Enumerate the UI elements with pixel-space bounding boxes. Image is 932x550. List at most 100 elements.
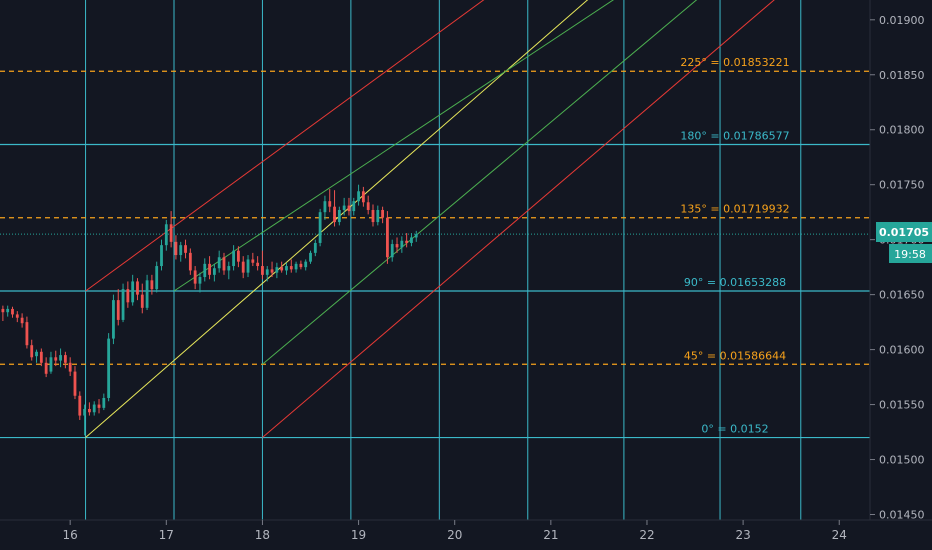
candle-body: [145, 280, 149, 308]
candle-body: [237, 250, 240, 262]
level-label: 90° = 0.01653288: [684, 276, 786, 289]
candle-body: [73, 371, 77, 396]
candle: [68, 357, 72, 376]
candle: [241, 256, 245, 279]
candle-body: [6, 308, 10, 313]
candle: [208, 256, 211, 280]
candle: [20, 313, 24, 328]
candle-body: [285, 266, 288, 271]
candle-body: [376, 209, 380, 223]
angle-line-upper-1: [173, 0, 615, 292]
candle-body: [405, 240, 409, 243]
candle-body: [44, 362, 48, 374]
x-axis[interactable]: 16 17 18 19 20 21 22 23 24: [63, 520, 847, 542]
candle: [88, 402, 91, 416]
y-tick-label: 0.01650: [879, 289, 925, 302]
candle-body: [193, 270, 197, 284]
candle-body: [203, 263, 207, 278]
candle-body: [160, 245, 163, 267]
candle-body: [256, 262, 260, 267]
candle-body: [318, 212, 322, 243]
candle-body: [131, 281, 135, 303]
candle-body: [78, 395, 82, 416]
candle-body: [121, 289, 125, 320]
y-tick-label: 0.01450: [879, 509, 925, 522]
candle: [49, 351, 53, 374]
candle: [198, 272, 202, 293]
candle: [97, 399, 101, 414]
candle: [217, 250, 221, 273]
candle: [78, 391, 82, 420]
level-lines: [0, 70, 870, 439]
candle: [285, 262, 288, 275]
candle-body: [395, 244, 399, 248]
candle-body: [39, 351, 43, 363]
candle-body: [371, 209, 375, 223]
x-tick-label: 19: [351, 528, 366, 542]
candle: [193, 266, 197, 290]
candle-body: [164, 224, 168, 246]
candle-body: [227, 266, 231, 271]
candle: [323, 195, 327, 220]
candle-body: [169, 224, 173, 242]
candle-body: [299, 263, 303, 268]
candle: [145, 274, 149, 311]
candle: [39, 348, 43, 367]
x-tick-label: 21: [543, 528, 558, 542]
candle-body: [49, 357, 53, 372]
candle-body: [11, 308, 14, 315]
current-price-label: 0.01705: [879, 226, 929, 239]
candle-body: [217, 257, 221, 269]
candle: [227, 261, 231, 280]
candle-body: [30, 345, 34, 358]
candle: [256, 256, 260, 271]
candle: [83, 404, 86, 436]
candle: [237, 246, 240, 268]
candle-body: [140, 294, 144, 308]
candle: [414, 230, 418, 242]
candle: [15, 311, 19, 323]
candle: [59, 348, 62, 368]
candle-body: [323, 201, 327, 213]
candle-body: [88, 408, 91, 413]
candle: [35, 349, 38, 363]
candle: [232, 245, 236, 271]
candle: [318, 208, 322, 247]
candle-body: [275, 267, 279, 273]
candle: [164, 219, 168, 251]
candle: [261, 250, 264, 280]
candle: [270, 261, 274, 278]
candle-body: [63, 355, 67, 363]
candle: [357, 184, 360, 206]
candle-body: [294, 263, 298, 270]
candle: [309, 250, 312, 264]
candle-body: [410, 237, 413, 243]
candle: [386, 211, 389, 264]
candle-body: [386, 217, 389, 258]
candle: [347, 197, 351, 216]
level-label: 135° = 0.01719932: [680, 203, 789, 216]
candle: [102, 393, 106, 411]
candle: [63, 351, 67, 369]
countdown-badge-bg: [889, 244, 932, 263]
candle: [212, 263, 216, 282]
candle-body: [333, 206, 336, 223]
candle: [342, 197, 346, 216]
y-tick-label: 0.01850: [879, 69, 925, 82]
angle-line-center: [85, 0, 589, 438]
candle-body: [309, 252, 312, 262]
x-tick-label: 24: [832, 528, 847, 542]
candle: [366, 195, 370, 215]
candle: [328, 189, 332, 213]
y-tick-label: 0.01500: [879, 454, 925, 467]
time-lines: [85, 0, 802, 520]
candle: [376, 205, 380, 226]
candle: [126, 281, 130, 308]
candle: [179, 241, 183, 262]
y-tick-label: 0.01750: [879, 179, 925, 192]
y-tick-label: 0.01600: [879, 344, 925, 357]
angle-lines: [85, 0, 775, 438]
candle-body: [174, 241, 178, 256]
candle-body: [366, 202, 370, 210]
